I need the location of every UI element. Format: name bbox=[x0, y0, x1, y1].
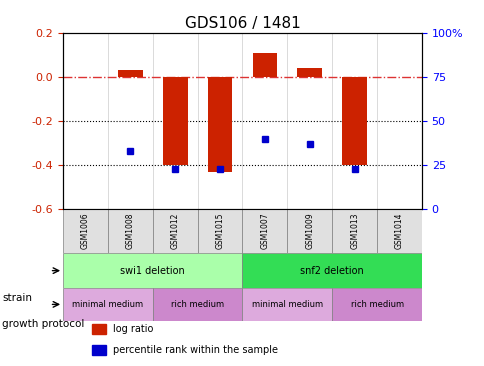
Text: strain: strain bbox=[2, 293, 32, 303]
FancyBboxPatch shape bbox=[107, 209, 152, 253]
Text: log ratio: log ratio bbox=[113, 324, 153, 334]
FancyBboxPatch shape bbox=[63, 209, 107, 253]
FancyBboxPatch shape bbox=[332, 288, 421, 321]
Bar bbox=[91, 346, 106, 355]
FancyBboxPatch shape bbox=[152, 288, 242, 321]
Text: GSM1007: GSM1007 bbox=[260, 213, 269, 249]
FancyBboxPatch shape bbox=[242, 288, 332, 321]
FancyBboxPatch shape bbox=[332, 209, 376, 253]
FancyBboxPatch shape bbox=[197, 209, 242, 253]
FancyBboxPatch shape bbox=[242, 253, 421, 288]
Text: GSM1009: GSM1009 bbox=[304, 213, 314, 249]
Bar bbox=[297, 68, 321, 77]
Bar bbox=[91, 324, 106, 334]
Text: GSM1006: GSM1006 bbox=[81, 213, 90, 249]
Text: minimal medium: minimal medium bbox=[72, 300, 143, 309]
Text: growth protocol: growth protocol bbox=[2, 319, 85, 329]
FancyBboxPatch shape bbox=[242, 209, 287, 253]
Bar bbox=[342, 77, 366, 165]
Bar bbox=[163, 77, 187, 165]
Text: GSM1008: GSM1008 bbox=[125, 213, 135, 249]
Text: minimal medium: minimal medium bbox=[251, 300, 322, 309]
Text: GSM1014: GSM1014 bbox=[394, 213, 403, 249]
Bar bbox=[118, 70, 142, 77]
Text: rich medium: rich medium bbox=[350, 300, 403, 309]
Text: swi1 deletion: swi1 deletion bbox=[120, 266, 185, 276]
FancyBboxPatch shape bbox=[376, 209, 421, 253]
FancyBboxPatch shape bbox=[63, 253, 242, 288]
Text: snf2 deletion: snf2 deletion bbox=[300, 266, 363, 276]
Bar bbox=[207, 77, 232, 172]
Text: percentile rank within the sample: percentile rank within the sample bbox=[113, 345, 278, 355]
Text: GSM1013: GSM1013 bbox=[349, 213, 359, 249]
Bar bbox=[252, 53, 277, 77]
FancyBboxPatch shape bbox=[287, 209, 332, 253]
Text: rich medium: rich medium bbox=[171, 300, 224, 309]
Text: GSM1015: GSM1015 bbox=[215, 213, 224, 249]
Text: GDS106 / 1481: GDS106 / 1481 bbox=[184, 16, 300, 31]
Text: GSM1012: GSM1012 bbox=[170, 213, 180, 249]
FancyBboxPatch shape bbox=[63, 288, 152, 321]
FancyBboxPatch shape bbox=[152, 209, 197, 253]
